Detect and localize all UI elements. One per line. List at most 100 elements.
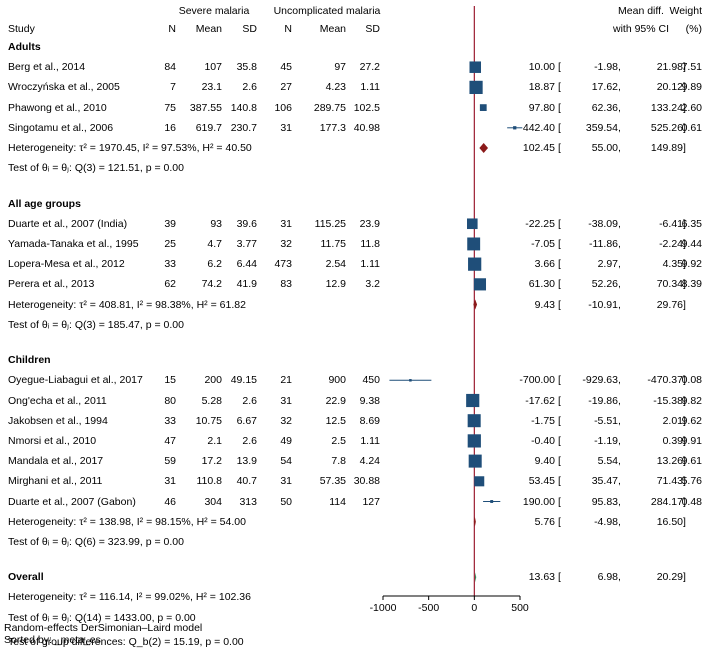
mean-uncomplicated: 900 — [328, 374, 346, 387]
sd-severe: 230.7 — [230, 121, 257, 134]
header-md1: Mean diff. — [618, 5, 664, 17]
study-ci-lo: -5.51 — [594, 414, 618, 427]
study-name: Jakobsen et al., 1994 — [8, 414, 108, 427]
sort-note: Sorted by: _meta_es — [4, 634, 101, 646]
mean-severe: 4.7 — [207, 237, 222, 250]
effect-square — [479, 104, 487, 111]
study-ci-es: -17.62 — [525, 394, 555, 407]
weight: 2.60 — [681, 101, 702, 114]
sd-uncomplicated: 127 — [362, 495, 380, 508]
study-name: Wroczyńska et al., 2005 — [8, 81, 120, 94]
header-n2: N — [284, 23, 292, 35]
mean-severe: 107 — [204, 61, 222, 74]
mean-severe: 2.1 — [207, 434, 222, 447]
effect-square — [513, 126, 517, 130]
study-ci-lo: -929.63 — [582, 374, 618, 387]
sd-severe: 2.6 — [242, 394, 257, 407]
study-name: Perera et al., 2013 — [8, 278, 95, 291]
pooled-ci-close-bracket: ] — [683, 142, 686, 154]
n-severe: 39 — [164, 217, 176, 230]
study-ci-es: -22.25 — [525, 217, 555, 230]
pooled-ci-hi: 149.89 — [650, 142, 683, 154]
study-ci-hi: -15.38 — [653, 394, 683, 407]
study-ci-comma: , — [618, 495, 621, 508]
mean-severe: 23.1 — [201, 81, 222, 94]
n-uncomplicated: 49 — [280, 434, 292, 447]
study-ci-open-bracket: [ — [558, 394, 561, 407]
n-uncomplicated: 27 — [280, 81, 292, 94]
weight: 0.61 — [681, 121, 702, 134]
sd-severe: 2.6 — [242, 81, 257, 94]
study-ci-open-bracket: [ — [558, 374, 561, 387]
study-ci-es: 190.00 — [522, 495, 555, 508]
study-ci-lo: 5.54 — [597, 455, 618, 468]
n-uncomplicated: 31 — [280, 121, 292, 134]
study-ci-hi: 13.26 — [656, 455, 683, 468]
n-severe: 33 — [164, 258, 176, 271]
n-uncomplicated: 54 — [280, 455, 292, 468]
pooled-ci-open-bracket: [ — [558, 298, 561, 311]
effect-square — [409, 379, 412, 382]
study-ci-close-bracket: ] — [683, 455, 686, 468]
x-tick-label: -500 — [418, 602, 439, 614]
study-ci-lo: -11.86 — [589, 237, 618, 250]
study-ci-lo: 359.54 — [585, 121, 618, 134]
n-severe: 15 — [164, 374, 176, 387]
study-name: Singotamu et al., 2006 — [8, 121, 114, 134]
overall-ci-open-bracket: [ — [558, 571, 561, 584]
study-ci-lo: 35.47 — [591, 475, 618, 488]
study-ci-close-bracket: ] — [683, 495, 686, 508]
study-ci-lo: 95.83 — [591, 495, 618, 508]
group-differences-test: Test of group differences: Q_b(2) = 15.1… — [8, 635, 244, 648]
study-ci-es: -1.75 — [531, 414, 555, 427]
sd-severe: 39.6 — [236, 217, 257, 230]
study-name: Ong'echa et al., 2011 — [8, 394, 107, 407]
weight: 9.44 — [681, 237, 702, 250]
mean-severe: 304 — [204, 495, 222, 508]
weight: 9.62 — [681, 414, 702, 427]
sd-uncomplicated: 1.11 — [360, 81, 380, 94]
sd-uncomplicated: 23.9 — [359, 217, 380, 230]
study-ci-close-bracket: ] — [683, 101, 686, 114]
overall-ci-comma: , — [618, 571, 621, 584]
study-ci-comma: , — [618, 258, 621, 271]
weight: 9.92 — [681, 258, 702, 271]
sd-severe: 6.44 — [236, 258, 257, 271]
weight: 9.61 — [681, 455, 702, 468]
study-ci-close-bracket: ] — [683, 414, 686, 427]
study-ci-es: 9.40 — [534, 455, 555, 468]
study-ci-open-bracket: [ — [558, 278, 561, 291]
effect-square — [469, 61, 482, 73]
pooled-diamond — [479, 143, 489, 153]
mean-uncomplicated: 7.8 — [331, 455, 346, 468]
study-ci-open-bracket: [ — [558, 455, 561, 468]
study-ci-es: 10.00 — [528, 61, 555, 74]
sd-uncomplicated: 1.11 — [360, 434, 380, 447]
study-name: Phawong et al., 2010 — [8, 101, 107, 114]
pooled-ci-comma: , — [618, 298, 621, 311]
pooled-ci-es: 9.43 — [534, 298, 555, 311]
study-ci-lo: 52.26 — [591, 278, 618, 291]
effect-square — [473, 278, 487, 291]
mean-uncomplicated: 12.5 — [325, 414, 346, 427]
mean-uncomplicated: 4.23 — [325, 81, 346, 94]
study-ci-comma: , — [618, 414, 621, 427]
study-ci-hi: -6.41 — [659, 217, 683, 230]
header-severe: Severe malaria — [178, 5, 250, 17]
mean-uncomplicated: 22.9 — [325, 394, 346, 407]
study-ci-hi: 0.39 — [662, 434, 683, 447]
study-ci-close-bracket: ] — [683, 81, 686, 94]
study-name: Duarte et al., 2007 (Gabon) — [8, 495, 136, 508]
pooled-ci-es: 5.76 — [534, 515, 555, 528]
header-sd2: SD — [365, 23, 380, 35]
overall-ci-es: 13.63 — [528, 571, 555, 584]
mean-uncomplicated: 97 — [334, 61, 346, 74]
overall-ci-lo: 6.98 — [597, 571, 618, 584]
weight: 5.76 — [681, 475, 702, 488]
pooled-ci-es: 102.45 — [522, 142, 555, 154]
pooled-ci-comma: , — [618, 515, 621, 528]
n-severe: 84 — [164, 61, 176, 74]
study-ci-comma: , — [618, 374, 621, 387]
study-ci-hi: -2.24 — [659, 237, 683, 250]
weight: 8.39 — [681, 278, 702, 291]
